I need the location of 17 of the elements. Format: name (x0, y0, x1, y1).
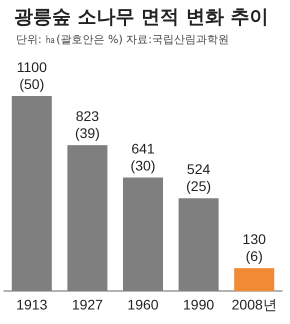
x-tick-label: 1913 (16, 296, 48, 312)
data-label: 130 (6) (242, 230, 266, 264)
data-label: 524 (25) (186, 161, 212, 194)
bar (178, 198, 219, 292)
x-tick-label: 1960 (127, 296, 159, 312)
x-tick-label: 1927 (72, 296, 104, 312)
bar (122, 177, 164, 292)
x-tick-label: 2008년 (232, 296, 277, 312)
data-label: 641 (30) (130, 140, 156, 174)
data-label: 1100 (50) (16, 58, 48, 92)
bar (12, 96, 52, 292)
x-tick-label: 1990 (183, 296, 214, 312)
bar (234, 268, 274, 292)
chart-subtitle: 단위: ㏊(괄호안은 %) 자료:국립산림과학원 (16, 32, 229, 47)
bar (67, 145, 108, 292)
chart-title: 광릉숲 소나무 면적 변화 추이 (14, 5, 268, 30)
data-label: 823 (39) (74, 108, 100, 142)
